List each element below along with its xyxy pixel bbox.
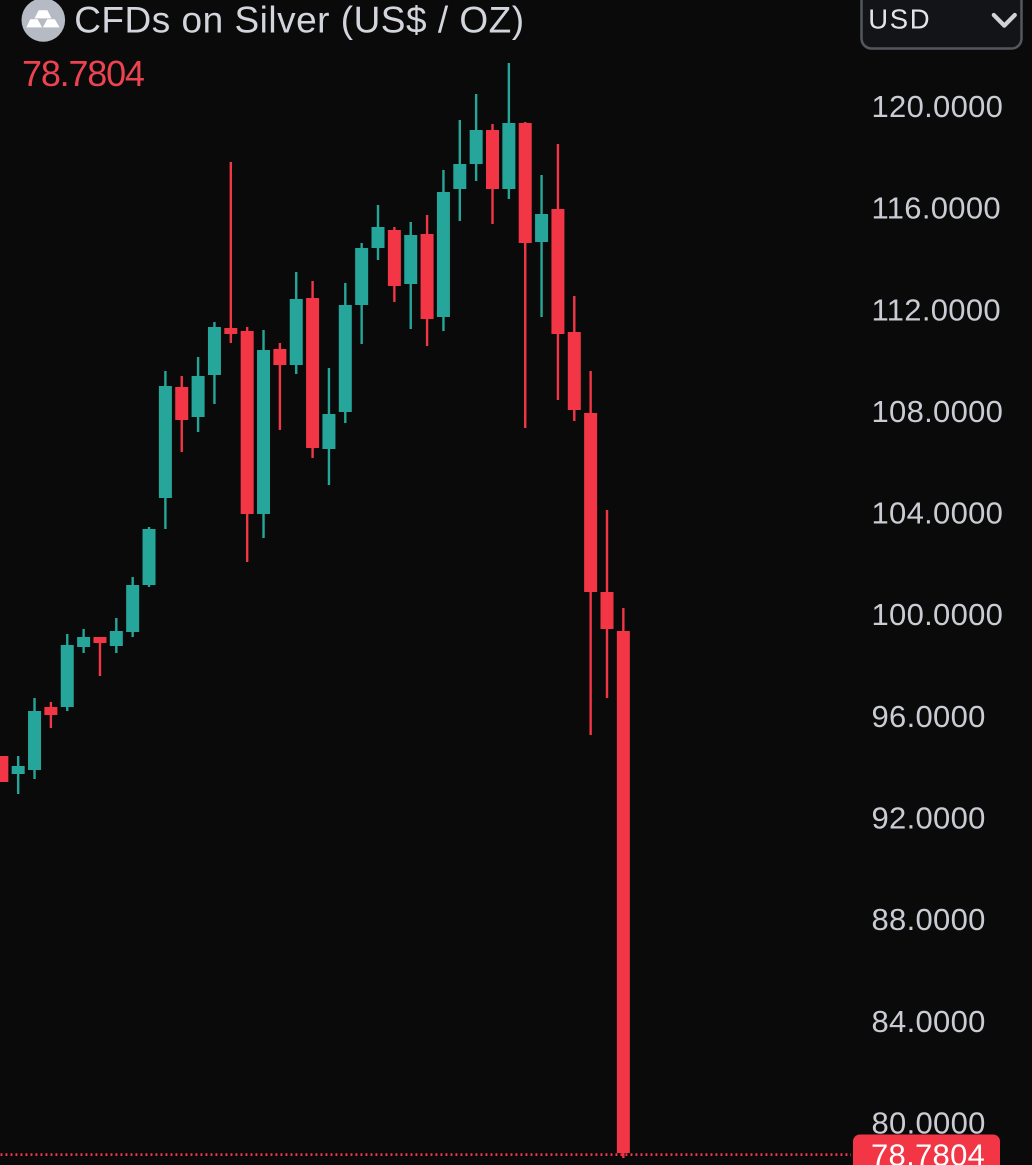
svg-text:120.0000: 120.0000 <box>872 89 1004 124</box>
svg-text:88.0000: 88.0000 <box>872 902 986 937</box>
svg-text:104.0000: 104.0000 <box>872 496 1004 531</box>
svg-text:CFDs on Silver (US$ / OZ): CFDs on Silver (US$ / OZ) <box>74 0 524 40</box>
svg-text:112.0000: 112.0000 <box>872 292 1001 327</box>
svg-text:108.0000: 108.0000 <box>872 394 1004 429</box>
svg-text:78.7804: 78.7804 <box>22 53 144 94</box>
svg-text:USD: USD <box>868 3 931 34</box>
svg-text:84.0000: 84.0000 <box>872 1004 986 1039</box>
svg-text:92.0000: 92.0000 <box>872 801 986 836</box>
svg-text:100.0000: 100.0000 <box>872 597 1004 632</box>
svg-text:96.0000: 96.0000 <box>872 699 986 734</box>
svg-text:116.0000: 116.0000 <box>872 191 1001 226</box>
svg-text:78.7804: 78.7804 <box>871 1138 985 1165</box>
